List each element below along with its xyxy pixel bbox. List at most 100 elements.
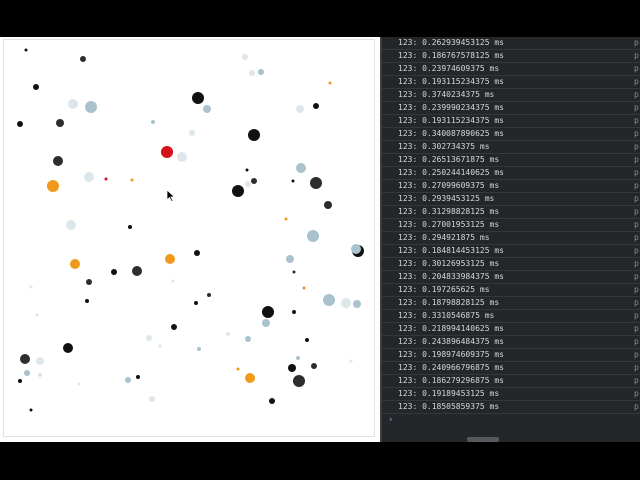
console-source-link[interactable]: p (634, 285, 639, 294)
particle (296, 356, 300, 360)
particle (18, 379, 22, 383)
console-log-line: 123: 0.3740234375 ms p (382, 89, 640, 102)
console-source-link[interactable]: p (634, 376, 639, 385)
console-log-text: 123: 0.184814453125 ms (398, 246, 504, 255)
particle (305, 338, 309, 342)
console-log-line: 123: 0.26513671875 ms p (382, 154, 640, 167)
particle (149, 396, 155, 402)
particle (24, 48, 28, 52)
console-source-link[interactable]: p (634, 389, 639, 398)
console-source-link[interactable]: p (634, 272, 639, 281)
particle (293, 375, 305, 387)
console-source-link[interactable]: p (634, 246, 639, 255)
particle (151, 120, 155, 124)
console-log-line: 123: 0.198974609375 ms p (382, 349, 640, 362)
console-log-line: 123: 0.239990234375 ms p (382, 102, 640, 115)
console-prompt[interactable]: › (388, 415, 394, 425)
particle (245, 181, 251, 187)
particle (177, 152, 187, 162)
console-source-link[interactable]: p (634, 298, 639, 307)
console-log-text: 123: 0.240966796875 ms (398, 363, 504, 372)
particle (84, 172, 94, 182)
console-source-link[interactable]: p (634, 181, 639, 190)
particle (310, 177, 322, 189)
console-log-line: 123: 0.204833984375 ms p (382, 271, 640, 284)
console-log-line: 123: 0.240966796875 ms p (382, 362, 640, 375)
pane-divider[interactable] (380, 37, 382, 442)
console-source-link[interactable]: p (634, 129, 639, 138)
particle (324, 201, 332, 209)
console-log-text: 123: 0.340087890625 ms (398, 129, 504, 138)
particle (38, 373, 42, 377)
console-source-link[interactable]: p (634, 259, 639, 268)
console-log-line: 123: 0.27099609375 ms p (382, 180, 640, 193)
particle (35, 313, 39, 317)
console-log-text: 123: 0.30126953125 ms (398, 259, 500, 268)
particle (29, 285, 33, 289)
particle (63, 343, 73, 353)
particle (56, 119, 64, 127)
console-log-text: 123: 0.250244140625 ms (398, 168, 504, 177)
particle (194, 301, 198, 305)
particle (292, 270, 296, 274)
console-source-link[interactable]: p (634, 402, 639, 411)
particle (192, 92, 204, 104)
console-source-link[interactable]: p (634, 363, 639, 372)
console-source-link[interactable]: p (634, 38, 639, 47)
particle (284, 217, 288, 221)
console-source-link[interactable]: p (634, 233, 639, 242)
console-source-link[interactable]: p (634, 168, 639, 177)
console-source-link[interactable]: p (634, 64, 639, 73)
console-log-text: 123: 0.27099609375 ms (398, 181, 500, 190)
console-log-line: 123: 0.243896484375 ms p (382, 336, 640, 349)
particle (251, 178, 257, 184)
devtools-console: 123: 0.262939453125 ms p 123: 0.1867675781… (382, 37, 640, 442)
particle (85, 101, 97, 113)
console-log-text: 123: 0.18505859375 ms (398, 402, 500, 411)
console-log-line: 123: 0.27001953125 ms p (382, 219, 640, 232)
console-source-link[interactable]: p (634, 103, 639, 112)
console-log-text: 123: 0.3740234375 ms (398, 90, 495, 99)
particle (86, 279, 92, 285)
console-source-link[interactable]: p (634, 311, 639, 320)
console-log-line: 123: 0.302734375 ms p (382, 141, 640, 154)
console-source-link[interactable]: p (634, 194, 639, 203)
console-log-text: 123: 0.262939453125 ms (398, 38, 504, 47)
particle (85, 299, 89, 303)
particle (158, 344, 162, 348)
console-log-line: 123: 0.218994140625 ms p (382, 323, 640, 336)
console-log-line: 123: 0.30126953125 ms p (382, 258, 640, 271)
particle (249, 70, 255, 76)
console-source-link[interactable]: p (634, 337, 639, 346)
console-source-link[interactable]: p (634, 220, 639, 229)
particle (146, 335, 152, 341)
particle (245, 168, 249, 172)
console-log-text: 123: 0.186279296875 ms (398, 376, 504, 385)
particle (132, 266, 142, 276)
console-source-link[interactable]: p (634, 90, 639, 99)
particle (353, 300, 361, 308)
console-source-link[interactable]: p (634, 207, 639, 216)
console-source-link[interactable]: p (634, 142, 639, 151)
console-log-line: 123: 0.3310546875 ms p (382, 310, 640, 323)
console-source-link[interactable]: p (634, 155, 639, 164)
particle (29, 408, 33, 412)
particle (24, 370, 30, 376)
particle (236, 367, 240, 371)
console-source-link[interactable]: p (634, 51, 639, 60)
particle-canvas[interactable] (3, 39, 375, 437)
console-source-link[interactable]: p (634, 77, 639, 86)
console-log-text: 123: 0.204833984375 ms (398, 272, 504, 281)
particle (171, 324, 177, 330)
particle (313, 103, 319, 109)
particle (36, 357, 44, 365)
console-log-text: 123: 0.218994140625 ms (398, 324, 504, 333)
console-source-link[interactable]: p (634, 116, 639, 125)
particle (125, 377, 131, 383)
particle (291, 179, 295, 183)
console-scrollbar[interactable] (467, 437, 499, 442)
console-source-link[interactable]: p (634, 350, 639, 359)
particle (17, 121, 23, 127)
console-source-link[interactable]: p (634, 324, 639, 333)
particle (171, 279, 175, 283)
